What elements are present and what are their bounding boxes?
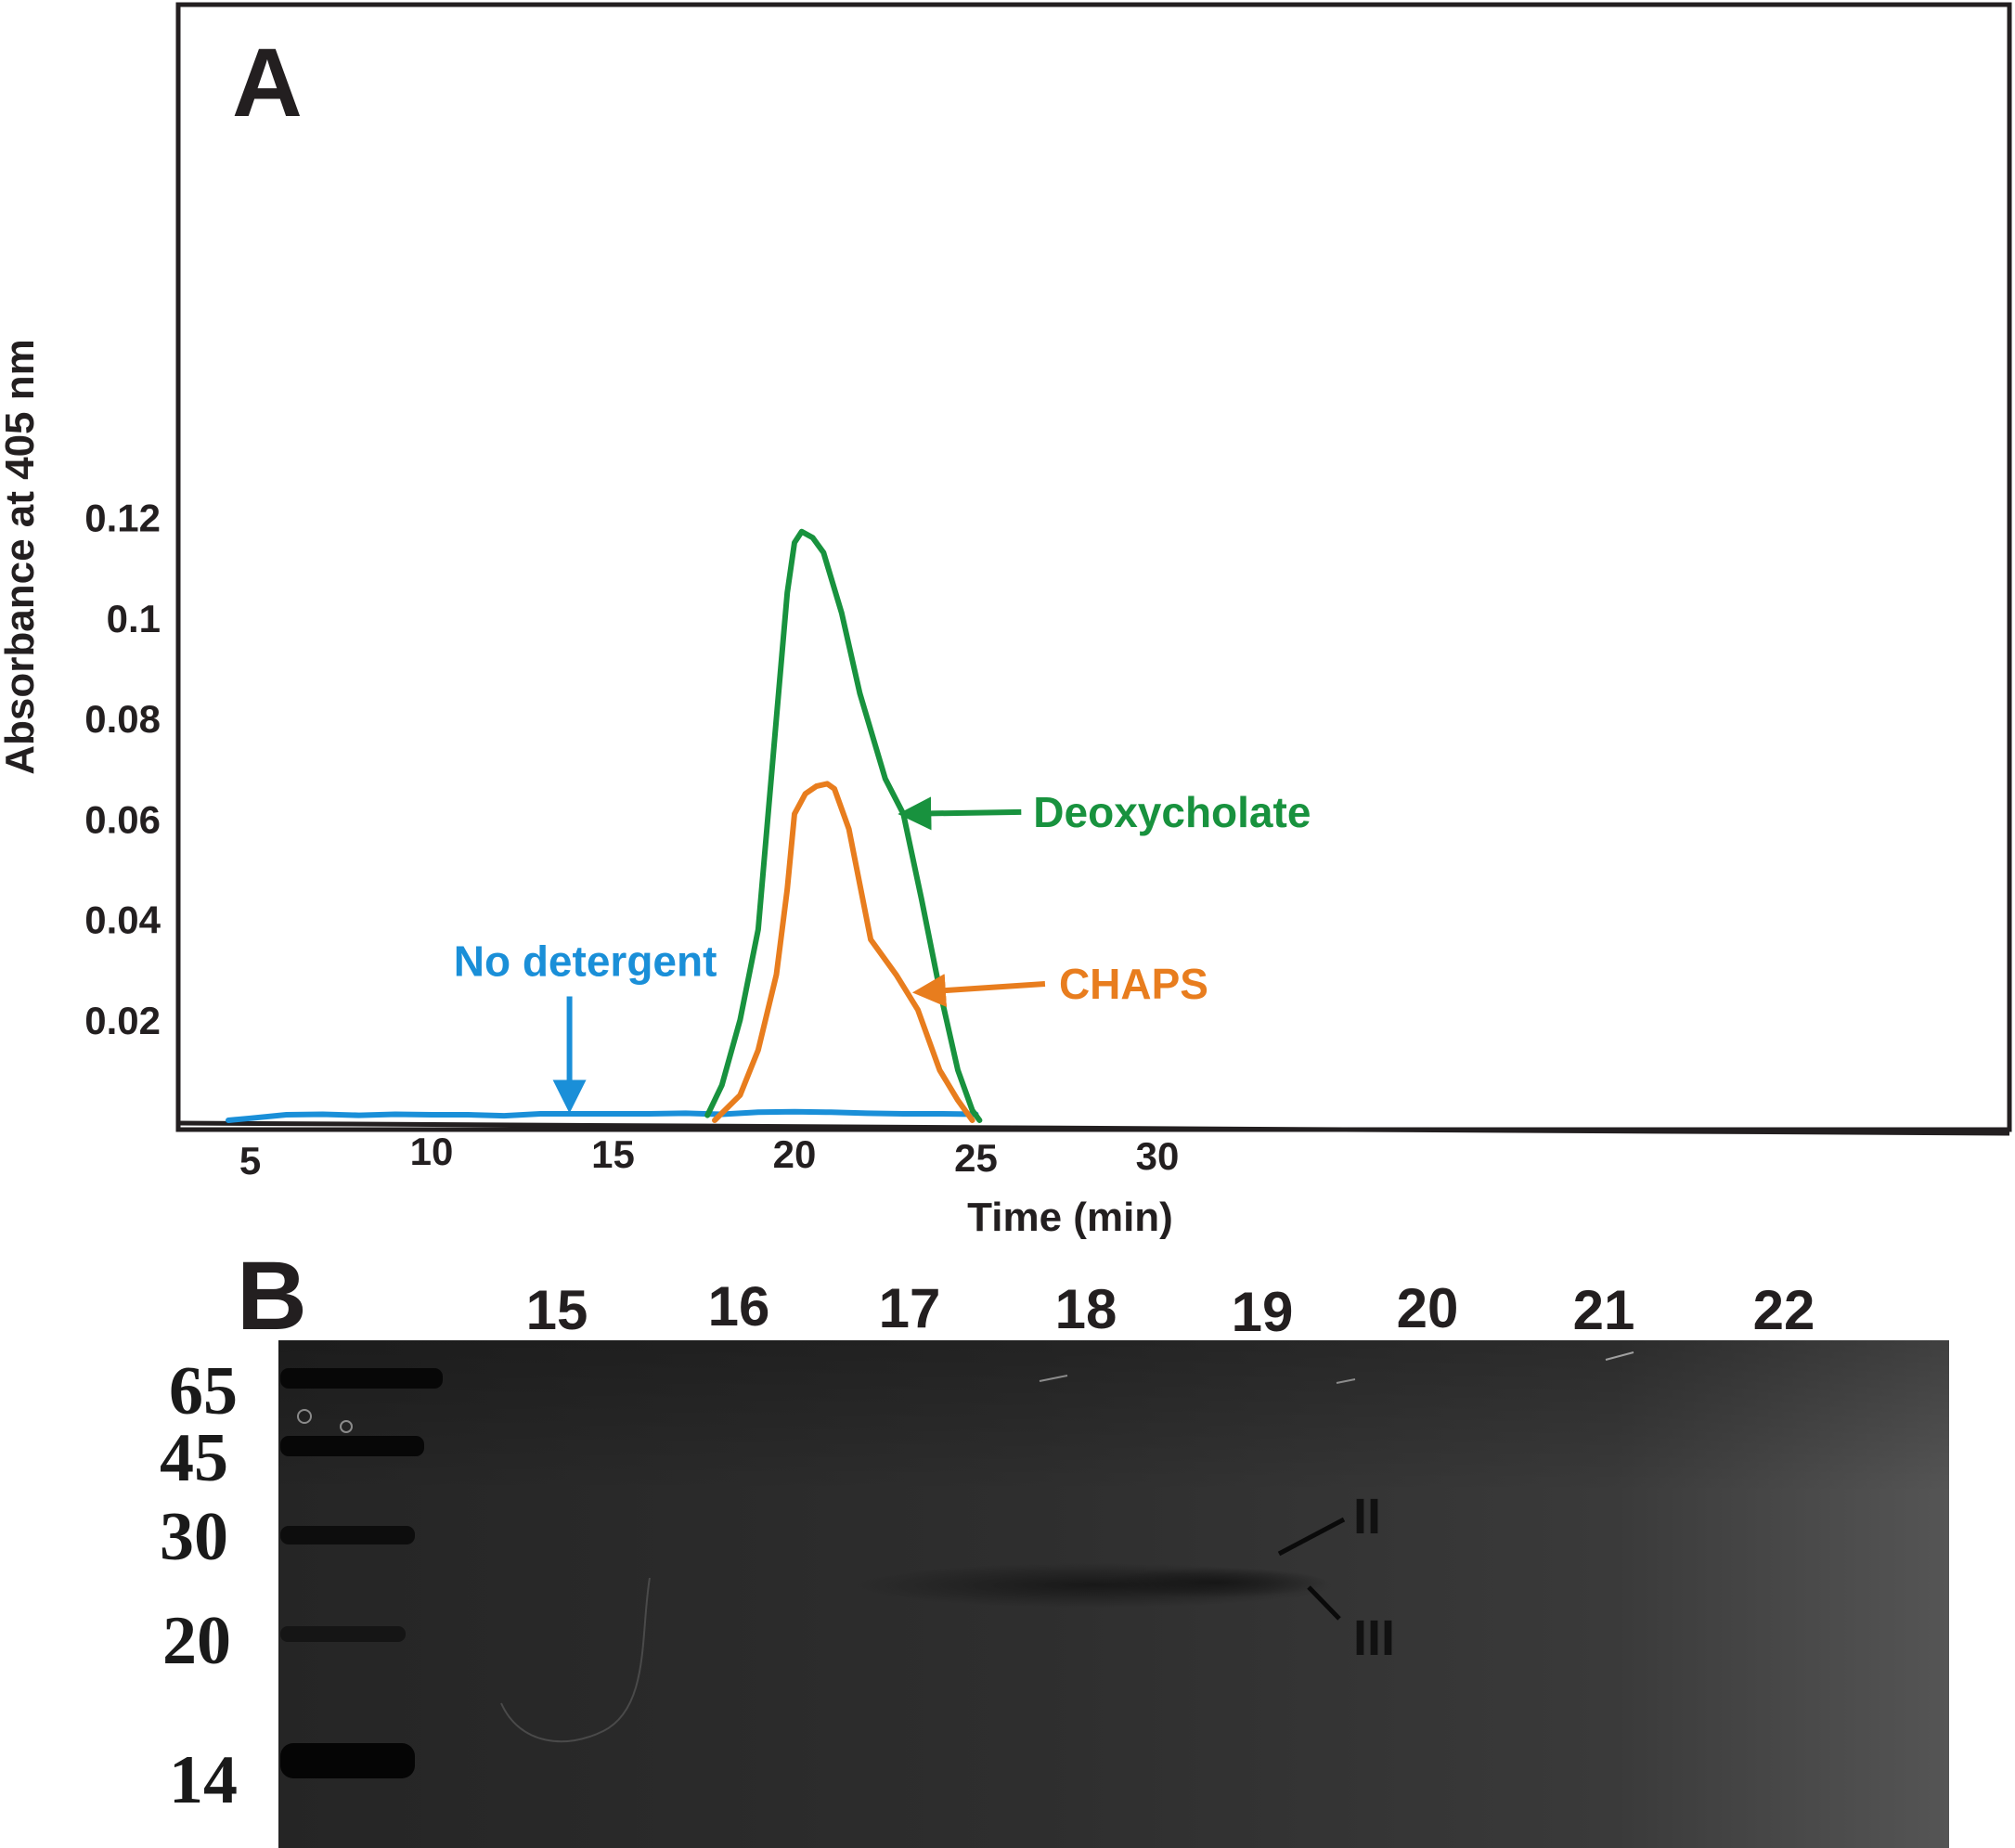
annotation-arrow <box>898 796 1022 831</box>
panel-b-letter: B <box>237 1242 307 1350</box>
y-tick-label: 0.08 <box>84 697 161 741</box>
gel-artifact-spot <box>340 1420 353 1433</box>
annotation-label: Deoxycholate <box>1033 788 1311 836</box>
x-axis-title: Time (min) <box>967 1195 1173 1240</box>
series-line-chaps <box>712 781 975 1123</box>
ladder-lane <box>280 1368 443 1778</box>
marker-label: 30 <box>160 1499 228 1575</box>
x-tick-label: 25 <box>954 1136 998 1180</box>
ladder-band-30 <box>280 1526 415 1544</box>
marker-label: 20 <box>162 1603 231 1679</box>
ladder-band-20 <box>280 1626 406 1642</box>
y-tick-label: 0.12 <box>84 497 161 540</box>
y-axis-title: Absorbance at 405 nm <box>0 339 43 775</box>
sample-band-smear <box>1104 1568 1327 1597</box>
panel-a: A 0.02 0.04 0.06 0.08 0.1 0.12 5 10 15 20 25 30 Ab… <box>0 2 2012 1240</box>
annotation-label: CHAPS <box>1059 960 1208 1008</box>
band-callout-line <box>1277 1517 1346 1557</box>
gel-scratch <box>1336 1378 1356 1384</box>
lane-label: 17 <box>879 1277 941 1339</box>
annotation-arrow <box>911 974 1046 1007</box>
x-tick-label: 15 <box>591 1132 635 1176</box>
annotation-label: No detergent <box>454 937 717 985</box>
x-tick-label: 20 <box>773 1132 817 1176</box>
x-axis-line <box>177 1120 2010 1136</box>
gel-scratch <box>1605 1351 1634 1361</box>
y-axis-ticks: 0.02 0.04 0.06 0.08 0.1 0.12 <box>84 497 161 1042</box>
ladder-band-14 <box>280 1743 415 1778</box>
band-label: III <box>1353 1610 1395 1666</box>
ladder-band-45 <box>280 1436 424 1456</box>
lane-label: 20 <box>1397 1277 1459 1339</box>
series-line-deoxycholate <box>704 528 983 1123</box>
lane-label: 19 <box>1232 1281 1294 1343</box>
lane-label: 21 <box>1573 1279 1635 1341</box>
marker-label: 65 <box>169 1353 238 1429</box>
x-axis-ticks: 5 10 15 20 25 30 <box>239 1130 1180 1182</box>
y-tick-label: 0.04 <box>84 898 161 942</box>
y-tick-label: 0.1 <box>107 597 161 640</box>
series-annotations: No detergent Deoxycholate CHAPS <box>454 788 1311 1114</box>
gel-outline-artifact <box>500 1577 651 1743</box>
y-tick-label: 0.06 <box>84 797 161 841</box>
marker-label: 45 <box>160 1420 228 1496</box>
x-tick-label: 30 <box>1136 1134 1180 1178</box>
panel-a-letter: A <box>232 29 303 137</box>
gel-artifact-spot <box>297 1409 312 1424</box>
lane-label: 16 <box>708 1275 770 1338</box>
panel-b: B 65 45 30 20 14 15 16 17 18 19 <box>160 1242 1949 1848</box>
ladder-band-65 <box>280 1368 443 1389</box>
lane-label: 15 <box>526 1279 588 1341</box>
x-tick-label: 10 <box>410 1130 454 1173</box>
lane-label: 18 <box>1055 1278 1117 1340</box>
gel-scratch <box>1039 1375 1068 1382</box>
x-tick-label: 5 <box>239 1139 261 1182</box>
series-line-no-detergent <box>226 1108 979 1123</box>
y-tick-label: 0.02 <box>84 999 161 1042</box>
band-callout-line <box>1307 1585 1341 1621</box>
band-label: II <box>1353 1489 1381 1544</box>
lane-label: 22 <box>1753 1279 1815 1341</box>
marker-label: 14 <box>169 1742 238 1818</box>
series-lines <box>226 528 983 1123</box>
